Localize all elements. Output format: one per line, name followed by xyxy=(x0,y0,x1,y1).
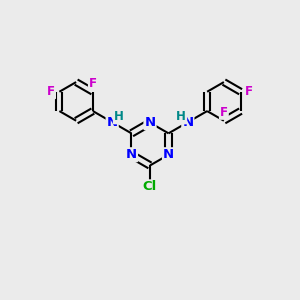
Text: N: N xyxy=(163,148,174,161)
Text: H: H xyxy=(176,110,186,123)
Text: F: F xyxy=(47,85,55,98)
Text: N: N xyxy=(182,116,194,129)
Text: N: N xyxy=(144,116,156,129)
Text: N: N xyxy=(106,116,118,129)
Text: Cl: Cl xyxy=(143,180,157,194)
Text: F: F xyxy=(220,106,228,119)
Text: F: F xyxy=(89,77,97,90)
Text: H: H xyxy=(114,110,124,123)
Text: N: N xyxy=(126,148,137,161)
Text: F: F xyxy=(245,85,253,98)
